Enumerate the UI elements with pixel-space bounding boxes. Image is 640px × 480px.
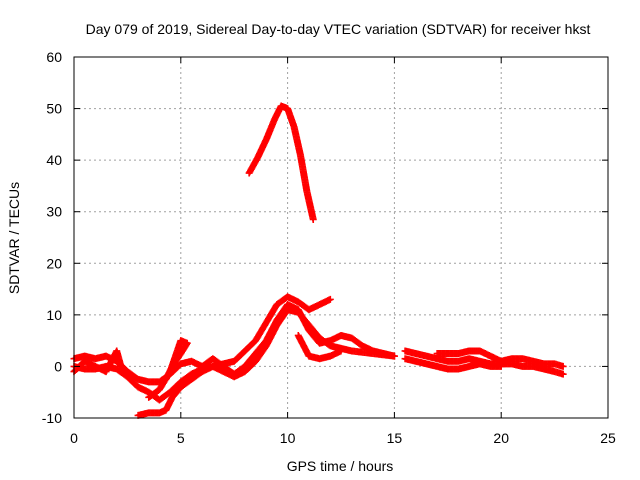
y-axis-label: SDTVAR / TECUs — [6, 182, 22, 294]
y-tick-label: -10 — [42, 410, 62, 426]
x-tick-label: 15 — [387, 430, 403, 446]
y-tick-label: 20 — [46, 255, 62, 271]
y-tick-label: 40 — [46, 152, 62, 168]
x-axis-label: GPS time / hours — [287, 458, 394, 474]
data-point — [559, 370, 567, 378]
axis-ticks: 0 5 10 15 20 25 -10 0 10 20 30 40 50 60 — [42, 49, 616, 446]
series-track-e — [294, 331, 345, 363]
chart-title: Day 079 of 2019, Sidereal Day-to-day VTE… — [86, 21, 591, 37]
x-tick-label: 0 — [70, 430, 78, 446]
x-tick-label: 5 — [177, 430, 185, 446]
data-point — [117, 362, 125, 370]
series-track-h — [433, 347, 567, 370]
y-tick-label: 60 — [46, 49, 62, 65]
x-tick-label: 20 — [493, 430, 509, 446]
series-track-i — [70, 347, 125, 376]
data-point — [559, 362, 567, 370]
data-point — [337, 347, 345, 355]
y-tick-label: 0 — [54, 358, 62, 374]
data-point — [390, 352, 398, 360]
data-point — [162, 375, 170, 383]
x-tick-label: 25 — [600, 430, 616, 446]
series-track-g — [401, 355, 505, 373]
y-tick-label: 30 — [46, 204, 62, 220]
series-track-c — [134, 293, 334, 419]
plot-frame — [73, 56, 609, 419]
y-tick-label: 50 — [46, 101, 62, 117]
series-track-d — [145, 337, 191, 401]
x-tick-label: 10 — [280, 430, 296, 446]
data-point — [326, 295, 334, 303]
y-tick-label: 10 — [46, 307, 62, 323]
data-point — [309, 215, 317, 223]
series-track-peak — [245, 102, 317, 223]
